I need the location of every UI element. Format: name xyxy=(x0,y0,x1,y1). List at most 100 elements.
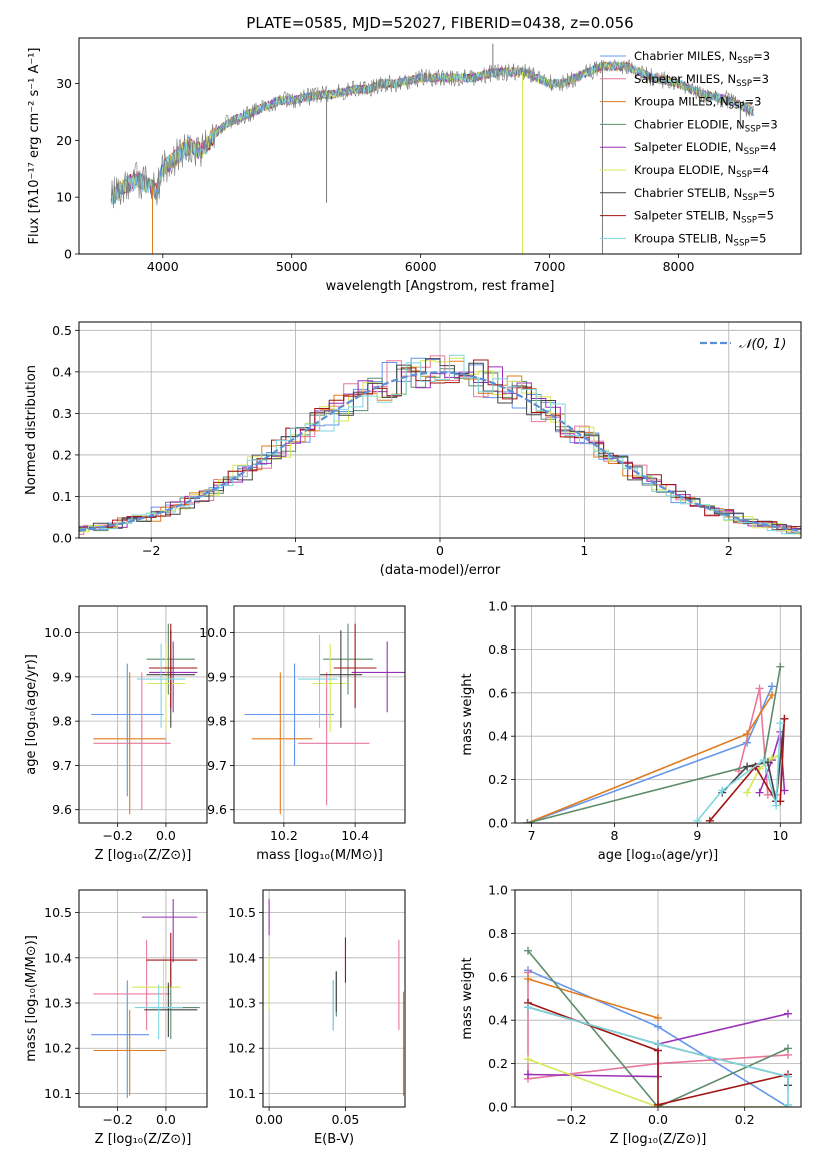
weight-marker xyxy=(743,730,752,739)
mass-vs-metallicity-panel: −0.2 0.0 10.1 10.2 10.3 10.4 10.5 Z [log₁₀(Z/Z⊙… xyxy=(24,889,208,1147)
y-tick-label: 10.2 xyxy=(228,1041,256,1056)
weight-marker xyxy=(767,753,776,762)
x-tick-label: 5000 xyxy=(276,259,308,274)
y-tick-label: 0.4 xyxy=(52,364,72,379)
legend-entry: Salpeter STELIB, NSSP=5 xyxy=(634,209,774,226)
y-tick-label: 0.2 xyxy=(488,1056,508,1071)
weight-marker xyxy=(693,816,702,823)
x-tick-label: 0.0 xyxy=(156,828,176,843)
y-tick-label: 9.6 xyxy=(52,802,72,817)
weight-marker xyxy=(784,1100,792,1107)
x-axis-label: Z [log₁₀(Z/Z⊙)] xyxy=(610,1132,707,1147)
x-axis-label: mass [log₁₀(M/M⊙)] xyxy=(256,848,383,863)
x-tick-label: 4000 xyxy=(147,259,179,274)
plot-area xyxy=(79,890,207,1107)
weight-marker xyxy=(780,714,789,723)
axis-ticks: −2 −1 0 1 2 0.0 0.1 0.2 0.3 0.4 0.5 xyxy=(52,323,733,558)
y-tick-label: 0.2 xyxy=(488,772,508,787)
y-tick-label: 10.0 xyxy=(44,625,72,640)
weight-marker xyxy=(654,1100,662,1107)
y-tick-label: 10.1 xyxy=(228,1086,256,1101)
weight-marker xyxy=(784,1072,792,1081)
weight-series-5 xyxy=(527,1058,788,1107)
weight-marker xyxy=(524,946,532,955)
axes-frame xyxy=(514,605,802,824)
y-tick-label: 0.4 xyxy=(488,729,508,744)
weight-marker xyxy=(654,1014,662,1023)
y-tick-label: 10.4 xyxy=(44,950,72,965)
legend-entry-count: =3 xyxy=(761,117,778,131)
x-tick-label: 0.0 xyxy=(156,1112,176,1127)
x-tick-label: 2 xyxy=(725,543,733,558)
plot-area xyxy=(263,890,405,1107)
y-tick-label: 10.3 xyxy=(228,996,256,1011)
spectrum-panel: 4000 5000 6000 7000 8000 0 10 20 30 wavelength [A… xyxy=(27,37,802,294)
legend-entry-count: =3 xyxy=(753,49,770,63)
legend-entry-subscript: SSP xyxy=(741,216,757,226)
x-tick-label: 0.05 xyxy=(332,1112,360,1127)
x-axis-label: Z [log₁₀(Z/Z⊙)] xyxy=(95,848,192,863)
axes-frame xyxy=(233,605,406,824)
legend-entry-name: Salpeter STELIB, N xyxy=(634,209,741,223)
y-tick-label: 10 xyxy=(56,190,72,205)
x-tick-label: 6000 xyxy=(405,259,437,274)
figure-title: PLATE=0585, MJD=52027, FIBERID=0438, z=0… xyxy=(246,14,633,32)
y-tick-label: 9.9 xyxy=(207,669,227,684)
y-tick-label: 1.0 xyxy=(488,599,508,614)
weight-marker xyxy=(524,1070,532,1079)
axes-frame xyxy=(78,37,802,255)
y-tick-label: 0.3 xyxy=(52,406,72,421)
y-tick-label: 30 xyxy=(56,76,72,91)
y-axis-label: mass [log₁₀(M/M⊙)] xyxy=(24,935,39,1062)
legend-entry: Salpeter MILES, NSSP=3 xyxy=(634,72,769,89)
weight-marker xyxy=(776,797,785,806)
legend-entry-name: Chabrier STELIB, N xyxy=(634,186,742,200)
weight-marker xyxy=(743,762,752,771)
y-axis-label: Flux [fλ10⁻¹⁷ erg cm⁻² s⁻¹ A⁻¹] xyxy=(27,48,42,245)
weight-marker xyxy=(763,758,772,767)
legend-entry-count: =5 xyxy=(758,186,775,200)
y-tick-label: 9.8 xyxy=(207,714,227,729)
weight-marker xyxy=(776,662,785,671)
x-axis-label: E(B-V) xyxy=(314,1132,354,1147)
legend-entry-subscript: SSP xyxy=(734,238,750,248)
legend-entry: Chabrier MILES, NSSP=3 xyxy=(634,49,770,66)
weight-marker xyxy=(763,790,772,799)
y-tick-label: 10.4 xyxy=(228,950,256,965)
weight-marker xyxy=(780,786,789,795)
axis-ticks: 10.2 10.4 9.6 9.7 9.8 9.9 10.0 xyxy=(199,625,369,843)
x-tick-label: 10.4 xyxy=(341,828,369,843)
y-tick-label: 1.0 xyxy=(488,883,508,898)
y-tick-label: 0.4 xyxy=(488,1013,508,1028)
x-axis-label: age [log₁₀(age/yr)] xyxy=(598,848,719,863)
y-axis-label: mass weight xyxy=(460,673,475,755)
x-axis-label: Z [log₁₀(Z/Z⊙)] xyxy=(95,1132,192,1147)
legend-entry-count: =4 xyxy=(760,140,777,154)
y-tick-label: 20 xyxy=(56,133,72,148)
data-marks xyxy=(524,946,792,1107)
weight-marker xyxy=(654,1022,662,1031)
x-tick-label: 0.2 xyxy=(735,1112,755,1127)
weight-marker xyxy=(654,1040,662,1049)
legend-entry-name: Kroupa STELIB, N xyxy=(634,231,734,245)
legend-entry: Kroupa MILES, NSSP=3 xyxy=(634,95,761,112)
y-tick-label: 0.8 xyxy=(488,926,508,941)
histogram-series-6 xyxy=(79,358,801,535)
residuals-panel: −2 −1 0 1 2 0.0 0.1 0.2 0.3 0.4 0.5 (data-model)/er… xyxy=(24,321,802,578)
spectrum-legend: Chabrier MILES, NSSP=3 Salpeter MILES, NS… xyxy=(600,49,778,248)
x-tick-label: 9 xyxy=(693,828,701,843)
y-tick-label: 10.0 xyxy=(199,625,227,640)
y-tick-label: 10.5 xyxy=(44,905,72,920)
y-tick-label: 10.2 xyxy=(44,1041,72,1056)
legend-entry-count: =5 xyxy=(749,231,766,245)
y-tick-label: 9.6 xyxy=(207,802,227,817)
weight-marker xyxy=(776,719,785,728)
legend-entry-name: Chabrier ELODIE, N xyxy=(634,117,745,131)
legend-entry-subscript: SSP xyxy=(736,79,752,89)
legend-entry: Kroupa ELODIE, NSSP=4 xyxy=(634,163,769,180)
x-tick-label: 8 xyxy=(611,828,619,843)
legend-entry-subscript: SSP xyxy=(742,193,758,203)
axes-frame xyxy=(78,321,802,539)
x-tick-label: 10.2 xyxy=(270,828,298,843)
weight-marker xyxy=(718,786,727,795)
